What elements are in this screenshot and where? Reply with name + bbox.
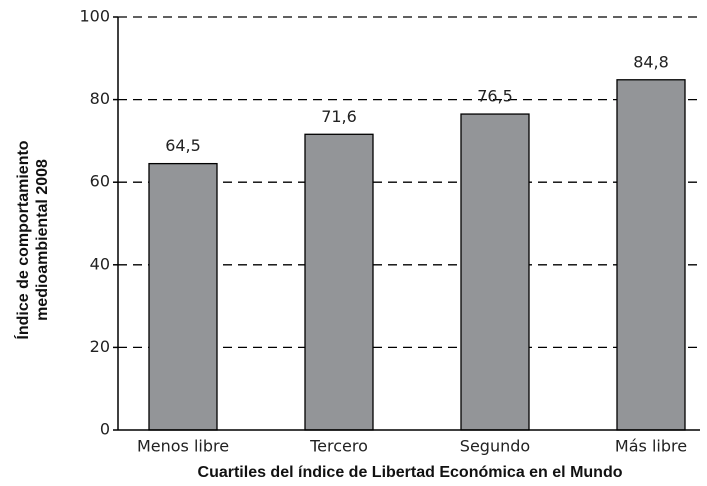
y-tick-label: 60 xyxy=(90,172,110,191)
value-label: 76,5 xyxy=(477,87,513,106)
x-tick-label: Segundo xyxy=(460,437,530,456)
bar xyxy=(148,162,218,431)
x-tick-label: Menos libre xyxy=(137,437,229,456)
x-axis-title: Cuartiles del índice de Libertad Económi… xyxy=(198,464,623,481)
value-label: 84,8 xyxy=(633,52,669,71)
bar xyxy=(616,79,686,431)
y-axis-title: Índice de comportamiento xyxy=(13,140,32,339)
x-tick-label: Tercero xyxy=(309,437,368,456)
y-tick-label: 80 xyxy=(90,89,110,108)
y-tick-label: 40 xyxy=(90,254,110,273)
y-axis-title: medioambiental 2008 xyxy=(34,159,51,321)
y-tick-label: 20 xyxy=(90,337,110,356)
value-label: 71,6 xyxy=(321,107,357,126)
y-tick-label: 0 xyxy=(100,420,110,439)
x-tick-label: Más libre xyxy=(615,437,687,456)
value-label: 64,5 xyxy=(165,136,201,155)
bar xyxy=(460,113,530,431)
y-tick-label: 100 xyxy=(79,7,110,26)
y-axis-title-group: Índice de comportamiento medioambiental … xyxy=(13,140,51,339)
bar xyxy=(304,133,374,431)
